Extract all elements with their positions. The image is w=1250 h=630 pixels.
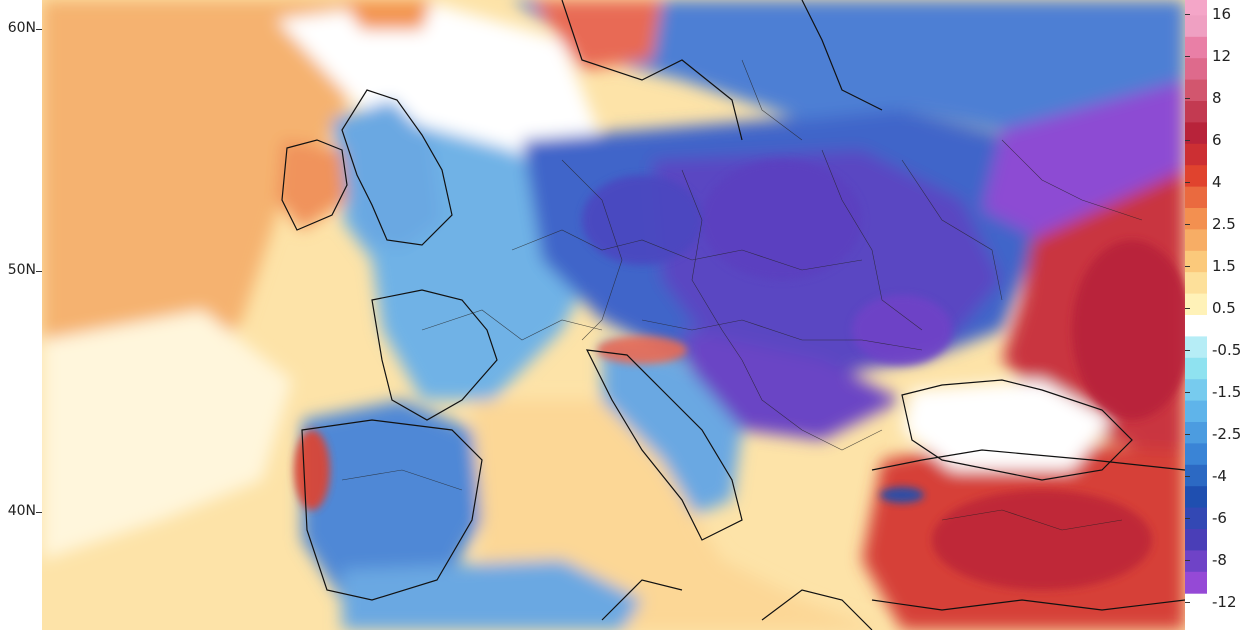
legend-tick: [1185, 518, 1190, 519]
color-band: [1185, 79, 1207, 102]
color-band: [1185, 165, 1207, 188]
italy-blue: [602, 340, 742, 520]
color-band: [1185, 357, 1207, 380]
black-sea: [902, 380, 1112, 470]
legend-label: 1.5: [1212, 257, 1236, 275]
legend-label: -4: [1212, 467, 1227, 485]
color-band: [1185, 464, 1207, 487]
color-band: [1185, 36, 1207, 59]
color-band: [1185, 250, 1207, 273]
lat-label-40n: 40N: [7, 503, 36, 519]
legend-tick: [1185, 392, 1190, 393]
legend-tick: [1185, 266, 1190, 267]
legend-tick: [1185, 308, 1190, 309]
legend-tick: [1185, 224, 1190, 225]
color-band: [1185, 422, 1207, 444]
color-scale-legend: 16 12 8 6 4 2.5 1.5 0.5 -0.5 -1.5 -2.5 -4 -6 -8 -12: [1185, 0, 1250, 630]
color-band: [1185, 379, 1207, 402]
legend-label: 6: [1212, 131, 1222, 149]
color-band: [1185, 186, 1207, 209]
color-band: [1185, 58, 1207, 81]
color-band: [1185, 571, 1207, 594]
legend-tick: [1185, 560, 1190, 561]
legend-label: 8: [1212, 89, 1222, 107]
color-band: [1185, 101, 1207, 123]
color-band: [1185, 529, 1207, 551]
legend-tick: [1185, 350, 1190, 351]
poland-purple-core: [702, 160, 862, 280]
color-band: [1185, 293, 1207, 316]
color-band: [1185, 486, 1207, 509]
color-band: [1185, 550, 1207, 573]
lat-tick-60n: [36, 29, 42, 30]
russia-deep-red: [1072, 240, 1185, 420]
legend-label: -12: [1212, 593, 1237, 611]
romania-purple-core: [852, 295, 952, 365]
coastlines: [281, 0, 1185, 630]
legend-tick: [1185, 14, 1190, 15]
lat-label-60n: 60N: [7, 20, 36, 36]
legend-tick: [1185, 140, 1190, 141]
lat-label-50n: 50N: [7, 262, 36, 278]
alps-warm: [597, 336, 687, 364]
legend-label: 4: [1212, 173, 1222, 191]
legend-tick: [1185, 98, 1190, 99]
balkans-purple: [682, 330, 902, 440]
portugal-warm: [294, 430, 330, 510]
color-band: [1185, 400, 1207, 423]
sea-of-marmara-blue: [880, 487, 924, 503]
legend-label: 2.5: [1212, 215, 1236, 233]
color-band: [1185, 272, 1207, 295]
color-band: [1185, 507, 1207, 530]
color-band: [1185, 122, 1207, 145]
uk-blue: [332, 100, 442, 250]
color-band: [1185, 443, 1207, 466]
north-africa-blue: [342, 560, 642, 630]
lat-tick-50n: [36, 271, 42, 272]
iberia-blue: [302, 400, 482, 600]
color-band: [1185, 315, 1207, 337]
color-band: [1185, 229, 1207, 252]
color-band: [1185, 15, 1207, 38]
legend-tick: [1185, 602, 1190, 603]
legend-label: 0.5: [1212, 299, 1236, 317]
color-band: [1185, 143, 1207, 166]
map-canvas: [42, 0, 1185, 630]
norway-warm-coast: [532, 0, 662, 70]
legend-label: -2.5: [1212, 425, 1242, 443]
legend-tick: [1185, 434, 1190, 435]
color-band: [1185, 208, 1207, 230]
legend-tick: [1185, 476, 1190, 477]
turkey-deep-red: [932, 490, 1152, 590]
color-band: [1185, 336, 1207, 359]
north-sea-white-zone: [277, 0, 602, 190]
legend-label: -1.5: [1212, 383, 1242, 401]
legend-tick: [1185, 182, 1190, 183]
iceland-sea-warm: [342, 0, 432, 30]
map-panel: 60N 50N 40N: [7, 0, 1185, 630]
atlantic-white-zone: [42, 310, 292, 560]
legend-label: -0.5: [1212, 341, 1242, 359]
temperature-anomaly-map[interactable]: [42, 0, 1185, 630]
color-scale-bar: [1185, 0, 1207, 594]
germany-purple-core: [582, 175, 702, 265]
lat-tick-40n: [36, 512, 42, 513]
legend-label: 12: [1212, 47, 1232, 65]
country-borders: [341, 59, 1143, 531]
legend-label: 16: [1212, 5, 1232, 23]
legend-tick: [1185, 56, 1190, 57]
color-band: [1185, 0, 1207, 16]
ireland-warm: [277, 140, 347, 230]
scandinavia-blue: [512, 0, 1185, 140]
legend-label: -8: [1212, 551, 1227, 569]
legend-label: -6: [1212, 509, 1227, 527]
